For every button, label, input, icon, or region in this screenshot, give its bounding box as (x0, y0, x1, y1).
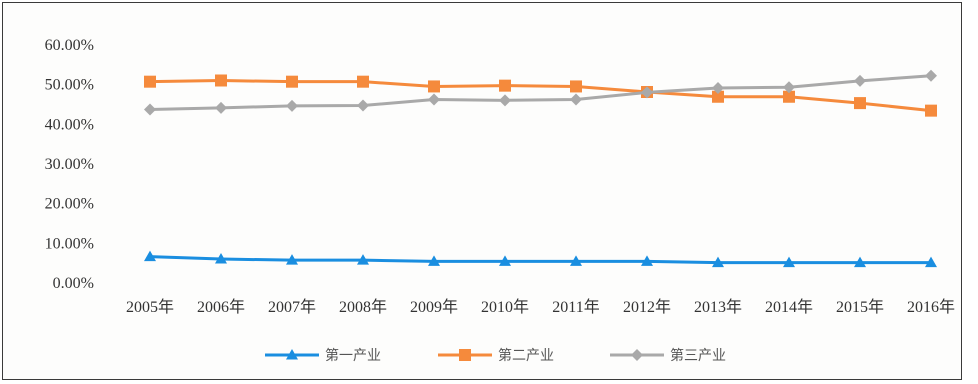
data-point (570, 80, 582, 93)
data-point (428, 80, 440, 93)
x-axis-ticks: 2005年 2006年 2007年 2008年 2009年 2010年 2011年 2012年… (126, 298, 955, 316)
data-point (428, 255, 440, 266)
data-point (570, 93, 582, 106)
data-point (854, 74, 866, 87)
legend-item: 第一产业 (265, 347, 381, 364)
legend-item: 第三产业 (610, 347, 726, 364)
x-tick-label: 2006年 (197, 298, 245, 316)
data-point (641, 255, 653, 266)
legend-marker (459, 349, 471, 361)
series-line (149, 255, 931, 265)
data-point (144, 75, 156, 88)
data-point (357, 99, 369, 112)
data-point (925, 104, 937, 117)
data-point (215, 74, 227, 87)
data-point (712, 82, 724, 95)
data-point (925, 256, 937, 268)
data-point (215, 101, 227, 114)
y-tick-label: 40.00% (45, 116, 94, 133)
legend-label: 第一产业 (325, 347, 381, 364)
data-point (286, 254, 298, 265)
data-point (144, 250, 156, 262)
x-tick-label: 2010年 (481, 298, 529, 316)
x-tick-label: 2012年 (623, 298, 671, 316)
data-point (570, 255, 582, 266)
y-tick-label: 50.00% (45, 77, 94, 94)
x-tick-label: 2009年 (410, 298, 458, 316)
data-point (783, 90, 795, 103)
data-point (783, 256, 795, 268)
y-tick-label: 20.00% (45, 196, 94, 213)
data-point (357, 254, 369, 265)
series-line (149, 78, 932, 113)
data-point (428, 93, 440, 106)
data-point (499, 79, 511, 92)
x-tick-label: 2013年 (694, 298, 742, 316)
legend-marker (631, 349, 643, 361)
x-tick-label: 2011年 (552, 298, 599, 316)
data-point (854, 256, 866, 268)
y-tick-label: 60.00% (45, 37, 94, 54)
chart-frame (2, 2, 962, 380)
data-point (783, 81, 795, 94)
data-point (925, 69, 937, 82)
legend: 第一产业 第二产业 第三产业 (265, 347, 726, 364)
y-tick-label: 10.00% (45, 235, 94, 252)
y-tick-label: 30.00% (45, 156, 94, 173)
data-point (144, 103, 156, 116)
series-layer (144, 69, 937, 268)
legend-label: 第二产业 (498, 347, 554, 364)
series-line (149, 74, 932, 111)
data-point (286, 99, 298, 112)
data-point (499, 255, 511, 266)
x-tick-label: 2005年 (126, 298, 174, 316)
series (144, 74, 937, 117)
legend-marker (286, 349, 298, 360)
series (144, 69, 937, 116)
data-point (854, 97, 866, 110)
data-point (712, 256, 724, 268)
series (144, 250, 937, 268)
data-point (215, 252, 227, 264)
x-tick-label: 2007年 (268, 298, 316, 316)
data-point (641, 86, 653, 99)
x-tick-label: 2014年 (765, 298, 813, 316)
y-tick-label: 0.00% (53, 275, 94, 292)
data-point (499, 94, 511, 107)
data-point (712, 90, 724, 103)
y-axis-ticks: 0.00% 10.00% 20.00% 30.00% 40.00% 50.00% 60.00… (45, 37, 94, 292)
legend-label: 第三产业 (670, 347, 726, 364)
x-tick-label: 2008年 (339, 298, 387, 316)
data-point (286, 75, 298, 88)
data-point (357, 75, 369, 88)
x-tick-label: 2016年 (907, 298, 955, 316)
x-tick-label: 2015年 (836, 298, 884, 316)
legend-item: 第二产业 (438, 347, 554, 364)
